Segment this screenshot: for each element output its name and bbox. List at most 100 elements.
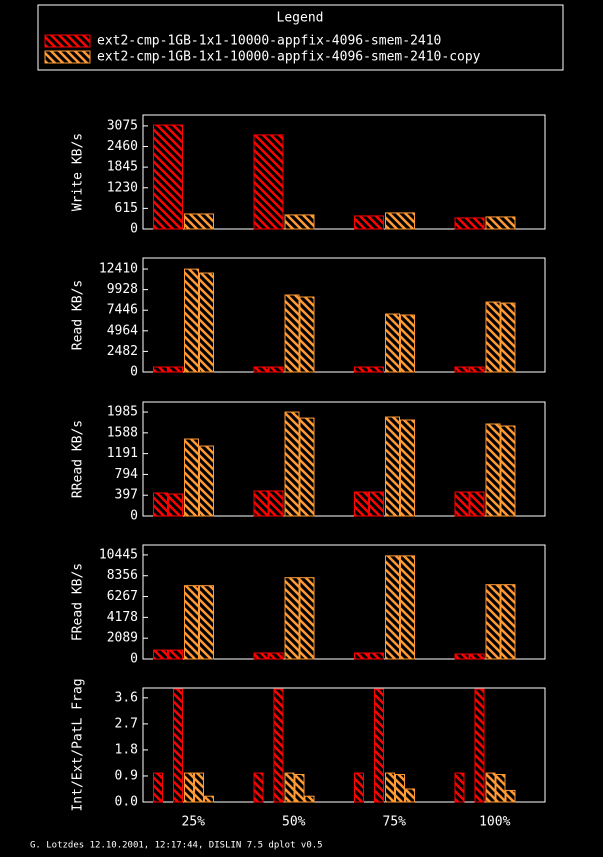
- bar: [469, 653, 485, 660]
- bar: [284, 411, 300, 517]
- y-axis-label: RRead KB/s: [71, 420, 86, 498]
- y-tick-label: 1230: [107, 180, 138, 195]
- bar: [199, 272, 214, 373]
- bar: [400, 555, 415, 660]
- bar: [485, 584, 501, 660]
- plot-frame: [142, 257, 546, 373]
- bar: [284, 577, 300, 660]
- bar: [500, 425, 516, 517]
- y-tick-label: 1985: [107, 405, 138, 420]
- plot-frame: [142, 544, 546, 660]
- bar: [354, 772, 364, 803]
- y-axis-label: Int/Ext/PatL Frag: [71, 678, 86, 811]
- bar: [385, 416, 400, 517]
- bar: [454, 366, 470, 373]
- bar: [253, 490, 269, 517]
- bar: [184, 772, 194, 803]
- y-tick-label: 3075: [107, 118, 138, 133]
- bar: [299, 417, 315, 517]
- bar: [253, 652, 269, 660]
- y-tick-label: 794: [115, 467, 139, 482]
- bar: [153, 124, 183, 230]
- x-tick-label: 50%: [282, 815, 306, 830]
- y-tick-label: 8356: [107, 568, 138, 583]
- legend-title: Legend: [277, 11, 324, 26]
- bar: [184, 585, 199, 660]
- y-tick-label: 10445: [99, 547, 138, 562]
- bar: [268, 366, 284, 373]
- bar: [253, 772, 264, 803]
- bar: [495, 774, 506, 803]
- bar: [454, 491, 470, 517]
- bar: [168, 366, 183, 373]
- bar: [354, 366, 369, 373]
- y-tick-label: 12410: [99, 262, 138, 277]
- legend-swatch: [44, 34, 91, 48]
- bar: [500, 302, 516, 373]
- bar: [199, 585, 214, 660]
- bar: [184, 268, 199, 373]
- bar: [405, 788, 415, 803]
- bar: [153, 772, 163, 803]
- bar: [385, 313, 400, 373]
- y-tick-label: 2089: [107, 631, 138, 646]
- bar: [153, 366, 168, 373]
- bar: [304, 795, 315, 803]
- bar: [385, 212, 415, 230]
- bar: [173, 688, 183, 803]
- y-axis-label: Write KB/s: [71, 133, 86, 211]
- x-tick-label: 75%: [383, 815, 407, 830]
- bar: [194, 772, 204, 803]
- bar: [369, 491, 384, 517]
- bar: [369, 652, 384, 660]
- y-tick-label: 0: [130, 222, 138, 237]
- y-tick-label: 4964: [107, 323, 138, 338]
- bar: [469, 366, 485, 373]
- bar: [385, 772, 395, 803]
- y-tick-label: 1.8: [115, 742, 138, 757]
- bar: [294, 774, 305, 803]
- bar: [199, 445, 214, 517]
- y-tick-label: 1588: [107, 425, 138, 440]
- bar: [454, 772, 465, 803]
- y-tick-label: 0: [130, 509, 138, 524]
- y-tick-label: 1191: [107, 446, 138, 461]
- bar: [284, 294, 300, 373]
- bar: [354, 491, 369, 517]
- y-tick-label: 3.6: [115, 690, 138, 705]
- y-tick-label: 7446: [107, 303, 138, 318]
- y-tick-label: 6267: [107, 589, 138, 604]
- bar: [505, 789, 516, 803]
- plot-frame: [142, 114, 546, 230]
- plot-frame: [142, 687, 546, 803]
- bar: [184, 213, 214, 230]
- bar: [485, 301, 501, 373]
- bar: [253, 366, 269, 373]
- bar: [400, 314, 415, 373]
- bar: [299, 577, 315, 660]
- bar: [268, 490, 284, 517]
- bar: [273, 688, 284, 803]
- bar: [168, 649, 183, 660]
- legend-label: ext2-cmp-1GB-1x1-10000-appfix-4096-smem-…: [97, 34, 441, 49]
- bar: [284, 772, 295, 803]
- y-tick-label: 2482: [107, 344, 138, 359]
- y-tick-label: 9928: [107, 282, 138, 297]
- y-tick-label: 1845: [107, 160, 138, 175]
- y-tick-label: 397: [115, 488, 138, 503]
- bar: [454, 653, 470, 660]
- bar: [299, 296, 315, 373]
- y-tick-label: 2460: [107, 139, 138, 154]
- bar: [485, 772, 496, 803]
- legend-box: [37, 4, 564, 71]
- y-tick-label: 0: [130, 652, 138, 667]
- bar: [374, 688, 384, 803]
- y-tick-label: 0.0: [115, 795, 138, 810]
- bar: [385, 555, 400, 660]
- bar: [153, 492, 168, 517]
- x-tick-label: 100%: [479, 815, 510, 830]
- y-tick-label: 0: [130, 365, 138, 380]
- y-tick-label: 2.7: [115, 716, 138, 731]
